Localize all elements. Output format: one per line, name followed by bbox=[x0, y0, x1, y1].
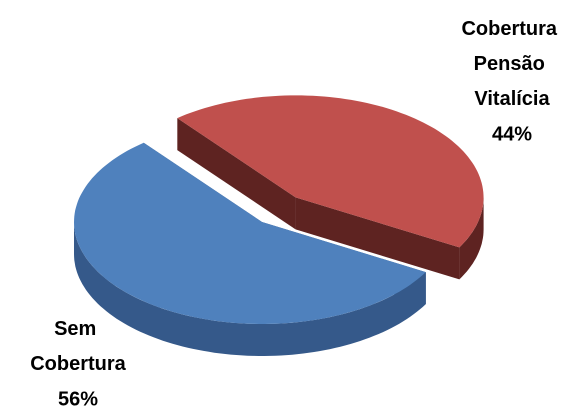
category-label: Cobertura Pensão Vitalícia bbox=[461, 18, 562, 110]
slice-side bbox=[177, 118, 296, 230]
slice-side bbox=[295, 197, 460, 280]
slice bbox=[74, 142, 426, 324]
slice bbox=[177, 95, 484, 248]
value-label: 44% bbox=[492, 123, 532, 145]
category-label: Sem Cobertura bbox=[30, 318, 126, 375]
slice-edge bbox=[74, 222, 426, 356]
slice-edge bbox=[459, 197, 484, 280]
value-label: 56% bbox=[58, 388, 98, 410]
